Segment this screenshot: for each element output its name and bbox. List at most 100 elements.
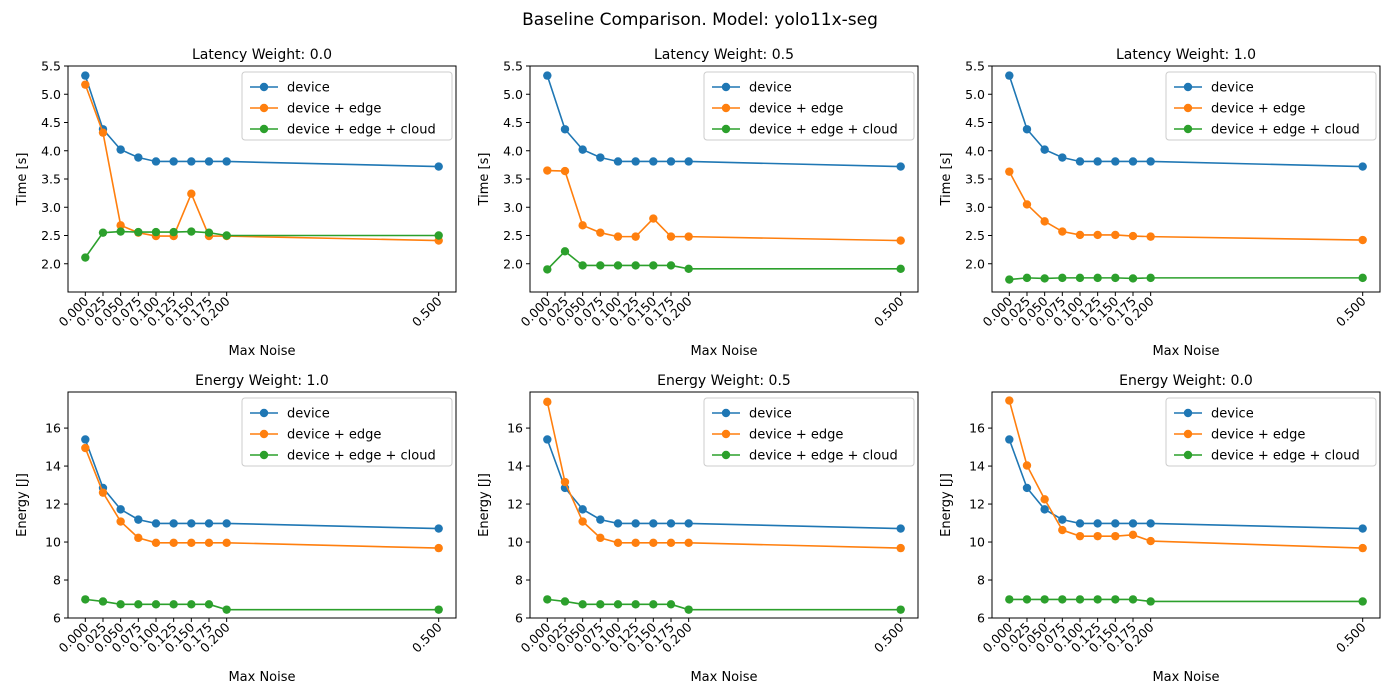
y-tick-label: 5.0: [965, 87, 985, 102]
x-tick-label: 0.500: [1333, 619, 1369, 655]
data-point: [543, 397, 552, 407]
data-point: [560, 597, 570, 606]
data-point: [613, 157, 623, 166]
x-axis-label: Max Noise: [690, 344, 757, 359]
legend-marker: [721, 82, 731, 92]
data-point: [151, 227, 161, 237]
series-line: [546, 439, 901, 530]
subplot-4: Energy Weight: 1.068101214160.0000.0250.…: [15, 373, 457, 685]
data-point: [116, 227, 125, 236]
data-point: [1128, 274, 1138, 283]
data-point: [543, 166, 552, 175]
data-point: [578, 221, 587, 230]
legend-marker: [259, 408, 269, 418]
data-point: [98, 488, 108, 497]
data-point: [578, 505, 587, 514]
x-tick-label: 0.500: [409, 293, 445, 329]
data-point: [649, 157, 658, 166]
y-tick-label: 4.0: [503, 143, 523, 158]
data-point: [543, 595, 552, 604]
data-point: [1040, 505, 1049, 514]
legend-label: device + edge: [287, 428, 381, 443]
data-point: [578, 145, 587, 154]
legend-marker: [721, 429, 731, 439]
data-point: [578, 261, 587, 270]
data-point: [1358, 162, 1367, 171]
data-point: [1093, 595, 1102, 604]
data-point: [896, 236, 905, 245]
subplot-title: Latency Weight: 0.0: [192, 47, 332, 63]
legend-label: device: [749, 81, 792, 96]
data-point: [1040, 595, 1049, 604]
series-line: [1008, 400, 1363, 549]
data-point: [684, 232, 693, 241]
axes-frame: [67, 391, 457, 619]
data-point: [434, 231, 443, 240]
data-point: [649, 538, 658, 547]
legend-label: device + edge + cloud: [287, 123, 436, 138]
series-line: [84, 230, 439, 258]
legend-label: device + edge + cloud: [287, 449, 436, 464]
y-tick-label: 2.0: [41, 256, 61, 271]
x-axis-label: Max Noise: [1152, 670, 1219, 685]
data-point: [1111, 230, 1120, 240]
legend-marker: [721, 124, 731, 134]
subplot-5: Energy Weight: 0.568101214160.0000.0250.…: [477, 373, 919, 685]
series-line: [547, 598, 901, 611]
data-point: [896, 264, 905, 274]
data-point: [1111, 519, 1120, 528]
data-point: [666, 519, 676, 528]
series-line: [547, 169, 901, 242]
data-point: [134, 515, 143, 524]
data-point: [684, 157, 693, 166]
y-tick-label: 5.5: [965, 59, 985, 74]
data-point: [649, 519, 658, 528]
data-point: [596, 228, 605, 237]
y-tick-label: 8: [53, 573, 61, 588]
subplot-title: Energy Weight: 0.5: [657, 373, 791, 389]
y-tick-label: 5.5: [41, 59, 61, 74]
y-tick-label: 3.5: [503, 172, 523, 187]
subplot-2: Latency Weight: 0.5 2.0 2.5 3.0 3.5 4.0 4.5 5.0…: [477, 47, 919, 359]
data-point: [187, 600, 196, 609]
data-point: [187, 157, 196, 166]
y-tick-label: 8: [977, 573, 985, 588]
data-point: [666, 157, 676, 166]
data-point: [1005, 275, 1014, 284]
x-axis-label: Max Noise: [690, 670, 757, 685]
data-point: [613, 538, 623, 547]
series-line: [546, 401, 901, 549]
series-line: [546, 75, 901, 168]
x-axis-label: Max Noise: [1152, 344, 1219, 359]
legend-marker: [259, 429, 269, 439]
y-tick-label: 5.5: [503, 59, 523, 74]
legend-box: [1165, 397, 1377, 467]
data-point: [1358, 273, 1367, 283]
legend-label: device: [287, 407, 330, 422]
legend-label: device + edge: [1211, 428, 1305, 443]
data-point: [1093, 273, 1102, 283]
legend-marker: [1183, 82, 1193, 92]
legend-box: [703, 71, 915, 141]
data-point: [187, 538, 196, 547]
data-point: [1005, 396, 1014, 405]
data-point: [1111, 595, 1120, 604]
y-tick-label: 4.5: [965, 115, 985, 130]
data-point: [596, 515, 605, 524]
y-tick-label: 10: [45, 535, 61, 550]
data-point: [613, 600, 623, 609]
data-point: [116, 600, 125, 609]
data-point: [1358, 524, 1367, 533]
data-point: [1058, 595, 1067, 604]
data-point: [1075, 230, 1085, 240]
data-point: [631, 157, 640, 166]
data-point: [151, 538, 161, 547]
legend-marker: [259, 82, 269, 92]
axes-frame: [529, 391, 919, 619]
data-point: [187, 519, 196, 528]
data-point: [187, 227, 196, 236]
data-point: [1058, 273, 1067, 283]
legend-marker: [1183, 429, 1193, 439]
data-point: [81, 595, 90, 604]
legend-label: device: [749, 407, 792, 422]
